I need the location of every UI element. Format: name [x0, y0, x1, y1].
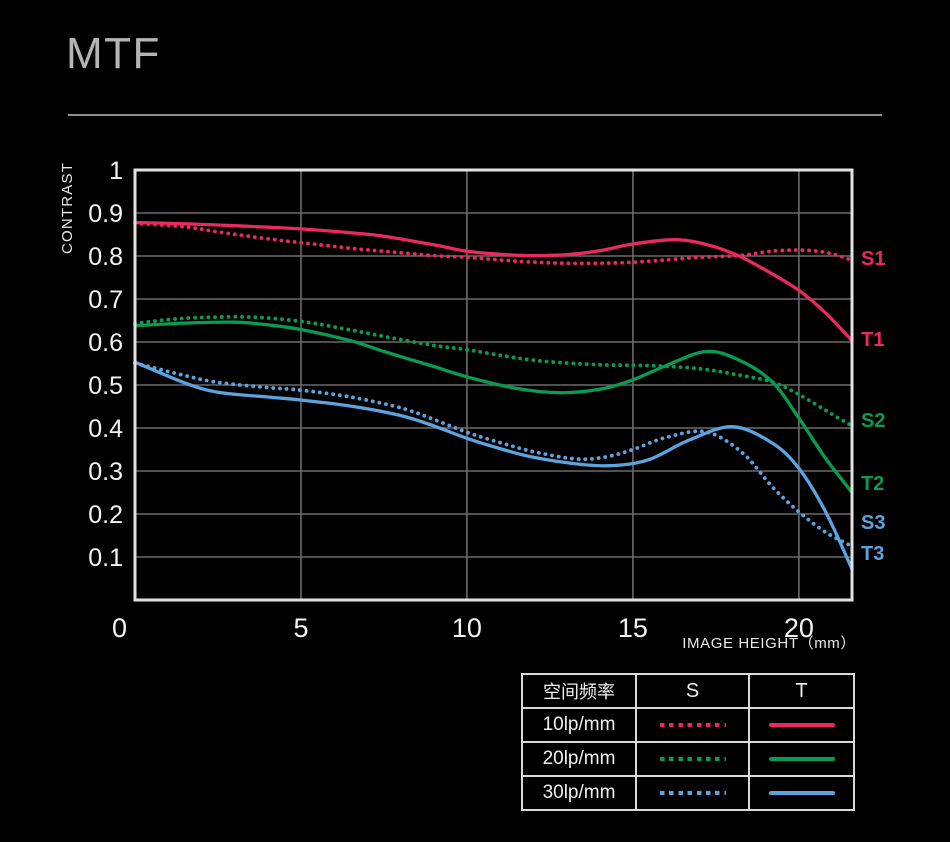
legend-solid-sample [768, 756, 835, 761]
y-tick-label: 0.4 [88, 415, 123, 443]
curve-label-S1: S1 [861, 248, 885, 270]
curve-S1 [133, 221, 854, 266]
y-tick-label: 0.6 [88, 329, 123, 357]
legend-frequency-cell: 30lp/mm [521, 775, 637, 811]
curve-T1 [133, 220, 854, 343]
legend-s-sample-cell [635, 707, 750, 743]
legend-header-row: 空间频率 S T [521, 673, 855, 709]
curve-T3 [133, 360, 854, 571]
y-tick-label: 0.7 [88, 286, 123, 314]
legend-dotted-sample [659, 722, 726, 728]
legend-t-sample-cell [748, 707, 855, 743]
legend-table: 空间频率 S T 10lp/mm 20lp/mm 30lp/mm [521, 673, 855, 811]
legend-dotted-sample [659, 756, 726, 762]
plot-border [133, 168, 854, 602]
curve-label-S2: S2 [861, 410, 885, 432]
y-tick-label: 0.5 [88, 372, 123, 400]
legend-dotted-sample [659, 790, 726, 796]
x-tick-label: 20 [784, 613, 814, 643]
legend-solid-sample [768, 722, 835, 727]
curve-label-T1: T1 [861, 329, 884, 351]
legend-t-sample-cell [748, 741, 855, 777]
y-tick-label: 0.3 [88, 458, 123, 486]
legend-t-sample-cell [748, 775, 855, 811]
legend-frequency-cell: 20lp/mm [521, 741, 637, 777]
y-tick-label: 0.8 [88, 243, 123, 271]
legend-frequency-cell: 10lp/mm [521, 707, 637, 743]
curve-label-T3: T3 [861, 543, 884, 565]
legend-row: 20lp/mm [521, 741, 855, 777]
title-divider [68, 114, 882, 116]
legend-header-t: T [748, 673, 855, 709]
y-tick-label: 0.9 [88, 200, 123, 228]
legend-header-s: S [635, 673, 750, 709]
mtf-chart: 1 0.9 0.8 0.7 0.6 0.5 0.4 0.3 0.2 0.1 0 5 10 15 20 CONT… [59, 157, 885, 652]
legend-s-sample-cell [635, 741, 750, 777]
y-axis-title: CONTRAST [59, 162, 76, 254]
legend-s-sample-cell [635, 775, 750, 811]
page-title: MTF [66, 29, 161, 78]
x-tick-label: 10 [452, 613, 482, 643]
curve-label-S3: S3 [861, 512, 885, 534]
legend-row: 10lp/mm [521, 707, 855, 743]
x-tick-label: 0 [112, 613, 127, 643]
y-tick-label: 0.1 [88, 544, 123, 572]
legend-header-frequency: 空间频率 [521, 673, 637, 709]
curve-label-T2: T2 [861, 473, 884, 495]
legend-row: 30lp/mm [521, 775, 855, 811]
y-tick-label: 1 [109, 157, 123, 185]
x-tick-label: 5 [293, 613, 308, 643]
curve-S2 [133, 314, 854, 428]
x-tick-label: 15 [618, 613, 648, 643]
y-tick-label: 0.2 [88, 501, 123, 529]
curve-S3 [133, 361, 854, 549]
legend-solid-sample [768, 790, 835, 795]
curve-T2 [133, 320, 854, 495]
x-axis-title: IMAGE HEIGHT（mm） [682, 635, 856, 652]
